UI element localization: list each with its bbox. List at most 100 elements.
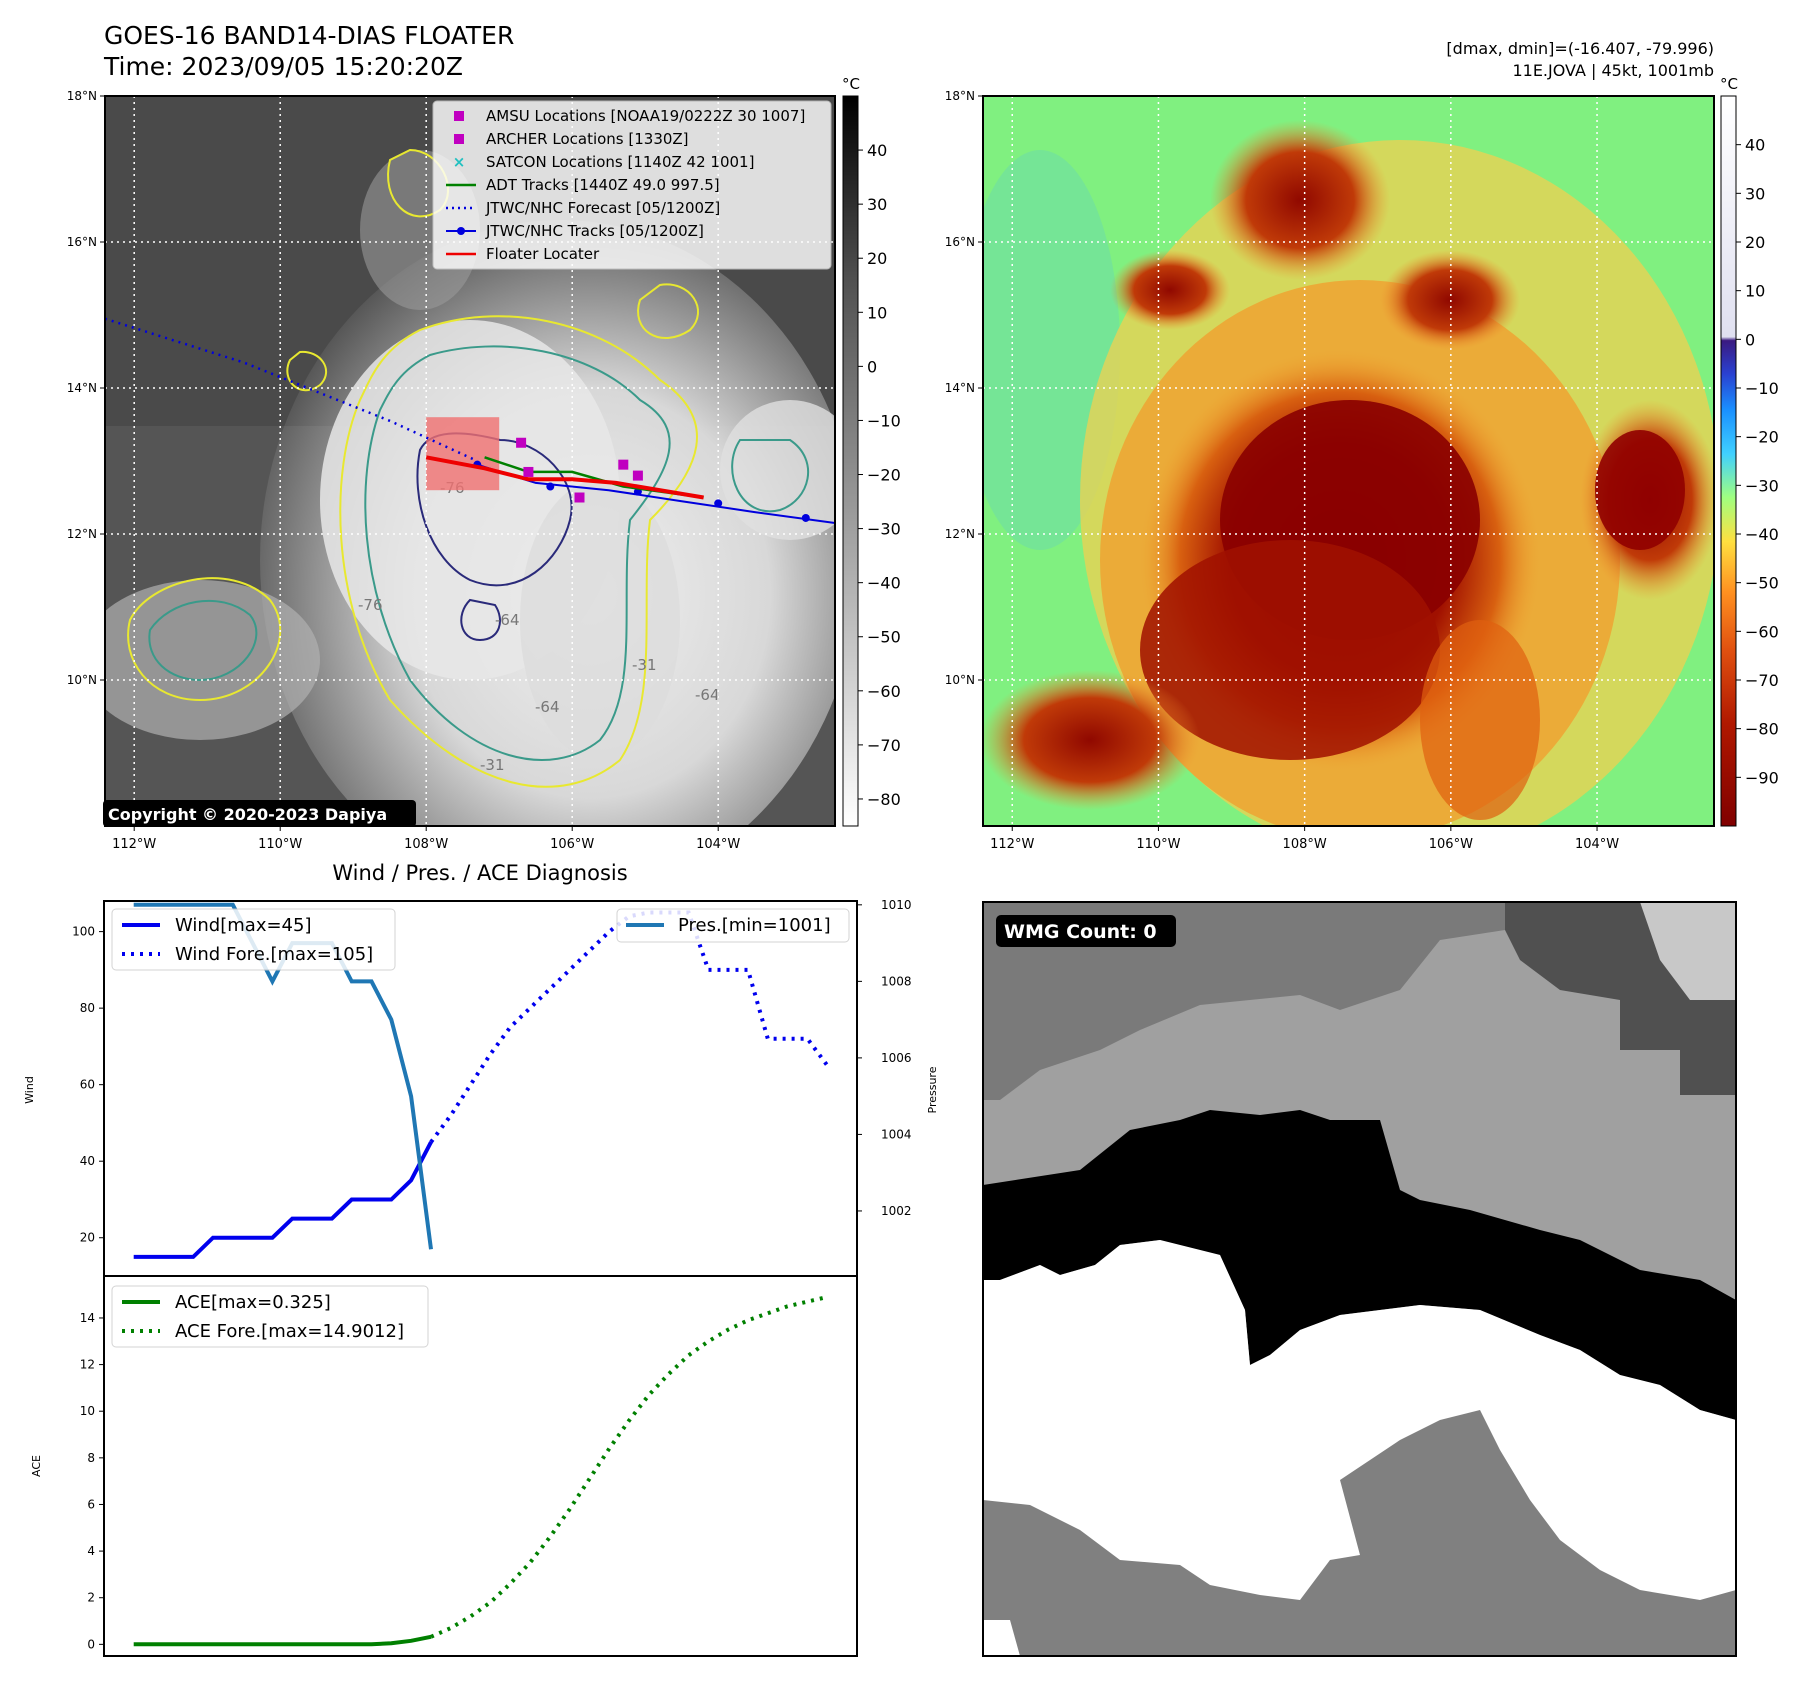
color-south-band (1420, 620, 1540, 820)
ir-colorbar-tick-label: −70 (867, 736, 901, 755)
wind-tick-label: 80 (80, 1001, 95, 1015)
archer-marker (632, 470, 643, 481)
wind-tick-label: 20 (80, 1231, 95, 1245)
pressure-tick-label: 1002 (881, 1204, 912, 1218)
ace-legend-label: ACE[max=0.325] (175, 1292, 331, 1313)
series-wind-forecast (429, 910, 829, 1144)
color-colorbar-tick-label: 40 (1745, 136, 1765, 155)
figure-title: GOES-16 BAND14-DIAS FLOATER (104, 21, 514, 50)
color-east-core (1595, 430, 1685, 550)
ace-tick-label: 2 (87, 1591, 95, 1605)
color-map-lon-label: 106°W (1429, 837, 1473, 852)
copyright-box (103, 800, 416, 827)
ace-legend-box (111, 1285, 429, 1348)
color-map-frame (982, 95, 1715, 827)
color-colorbar-unit: °C (1720, 75, 1738, 93)
ir-colorbar-tick-label: −50 (867, 628, 901, 647)
pressure-legend-label: Pres.[min=1001] (678, 915, 831, 936)
ir-colorbar-unit: °C (842, 75, 860, 93)
ir-cloud-east (720, 400, 835, 540)
color-colorbar-tick-label: −10 (1745, 379, 1779, 398)
ir-map-panel: -76-31-64-31-64-64-76 112°W110°W108°W106… (67, 89, 836, 852)
color-map-lon-label: 110°W (1136, 837, 1180, 852)
ir-colorbar-tick-label: −60 (867, 682, 901, 701)
wind-axis-label: Wind (23, 1076, 36, 1104)
best-track-point (801, 513, 810, 522)
pressure-legend-box (616, 908, 850, 943)
ir-map-lat-label: 16°N (67, 235, 97, 249)
wind-legend-label: Wind Fore.[max=105] (175, 944, 373, 965)
contour-label: -31 (480, 756, 505, 774)
ace-tick-label: 6 (87, 1497, 95, 1511)
series-ace-forecast (430, 1295, 828, 1639)
ace-tick-label: 8 (87, 1451, 95, 1465)
wind-legend-box (111, 908, 396, 971)
ir-colorbar-tick-label: 40 (867, 141, 887, 160)
color-map-lat-label: 10°N (945, 673, 975, 687)
wmg-count-label: WMG Count: 0 (1004, 921, 1157, 943)
ir-colorbar: °C 40 30 20 10 0 −10 −20 −30 −40 −50 −60 −70 −80 (842, 75, 901, 827)
contour-label: -31 (632, 656, 657, 674)
copyright-text: Copyright © 2020-2023 Dapiya (108, 805, 387, 824)
floater-box (426, 417, 500, 491)
color-map-lon-label: 112°W (990, 837, 1034, 852)
wmg-light-corner (1640, 902, 1736, 1000)
color-colorbar-tick-label: −70 (1745, 671, 1779, 690)
ir-colorbar-tick-label: −80 (867, 790, 901, 809)
ir-map-lon-label: 104°W (696, 837, 740, 852)
ir-cloud-band (520, 480, 680, 760)
map-legend-label: AMSU Locations [NOAA19/0222Z 30 1007] (486, 107, 805, 125)
ace-tick-label: 4 (87, 1544, 95, 1558)
series-ace (133, 1634, 432, 1647)
legend-swatch-dot (457, 227, 465, 235)
legend-swatch-square (454, 111, 464, 121)
wind-tick-label: 60 (80, 1078, 95, 1092)
pressure-tick-label: 1008 (881, 974, 912, 988)
color-north-east-cell (1380, 250, 1520, 350)
color-map-lon-label: 104°W (1575, 837, 1619, 852)
map-legend-label: SATCON Locations [1140Z 42 1001] (486, 153, 754, 171)
color-colorbar-gradient (1720, 95, 1737, 827)
ace-legend-label: ACE Fore.[max=14.9012] (175, 1321, 404, 1342)
ir-colorbar-tick-label: −40 (867, 574, 901, 593)
map-legend-label: JTWC/NHC Tracks [05/1200Z] (485, 222, 704, 240)
ir-map-lon-label: 112°W (112, 837, 156, 852)
color-colorbar-tick-label: −60 (1745, 622, 1779, 641)
color-southwest-cell (983, 670, 1200, 810)
map-legend-label: ADT Tracks [1440Z 49.0 997.5] (486, 176, 720, 194)
wmg-black-band (983, 1110, 1736, 1420)
map-legend-label: JTWC/NHC Forecast [05/1200Z] (485, 199, 720, 217)
map-legend-box (432, 100, 832, 270)
wind-legend-label: Wind[max=45] (175, 915, 312, 936)
color-colorbar-tick-label: −80 (1745, 720, 1779, 739)
ace-tick-label: 0 (87, 1637, 95, 1651)
amsu-marker (516, 437, 527, 448)
color-colorbar-tick-label: 20 (1745, 233, 1765, 252)
color-northwest-cell (1110, 250, 1230, 330)
ace-tick-label: 12 (80, 1358, 95, 1372)
color-colorbar-tick-label: −50 (1745, 574, 1779, 593)
archer-marker (523, 466, 534, 477)
wind-tick-label: 40 (80, 1154, 95, 1168)
color-colorbar-tick-label: −30 (1745, 476, 1779, 495)
wmg-count-box (996, 915, 1176, 947)
forecast-track (105, 317, 478, 463)
color-map-lat-label: 18°N (945, 89, 975, 103)
wind-tick-label: 100 (72, 925, 95, 939)
series-wind (133, 1141, 433, 1259)
color-colorbar: °C 40 30 20 10 0 −10 −20 −30 −40 −50 −60 −70 −80 −90 (1720, 75, 1779, 827)
ir-map-lon-label: 106°W (550, 837, 594, 852)
color-map-lon-label: 108°W (1283, 837, 1327, 852)
ir-colorbar-gradient (842, 95, 859, 827)
ir-cloud-west (105, 580, 320, 740)
color-colorbar-tick-label: 0 (1745, 330, 1755, 349)
color-colorbar-tick-label: 10 (1745, 282, 1765, 301)
ir-map-lat-label: 18°N (67, 89, 97, 103)
color-map-lat-label: 16°N (945, 235, 975, 249)
legend-swatch-square (454, 134, 464, 144)
ir-map-lon-label: 108°W (404, 837, 448, 852)
ir-colorbar-tick-label: 20 (867, 249, 887, 268)
ir-map-frame (104, 95, 836, 827)
map-legend-label: Floater Locater (486, 245, 600, 263)
